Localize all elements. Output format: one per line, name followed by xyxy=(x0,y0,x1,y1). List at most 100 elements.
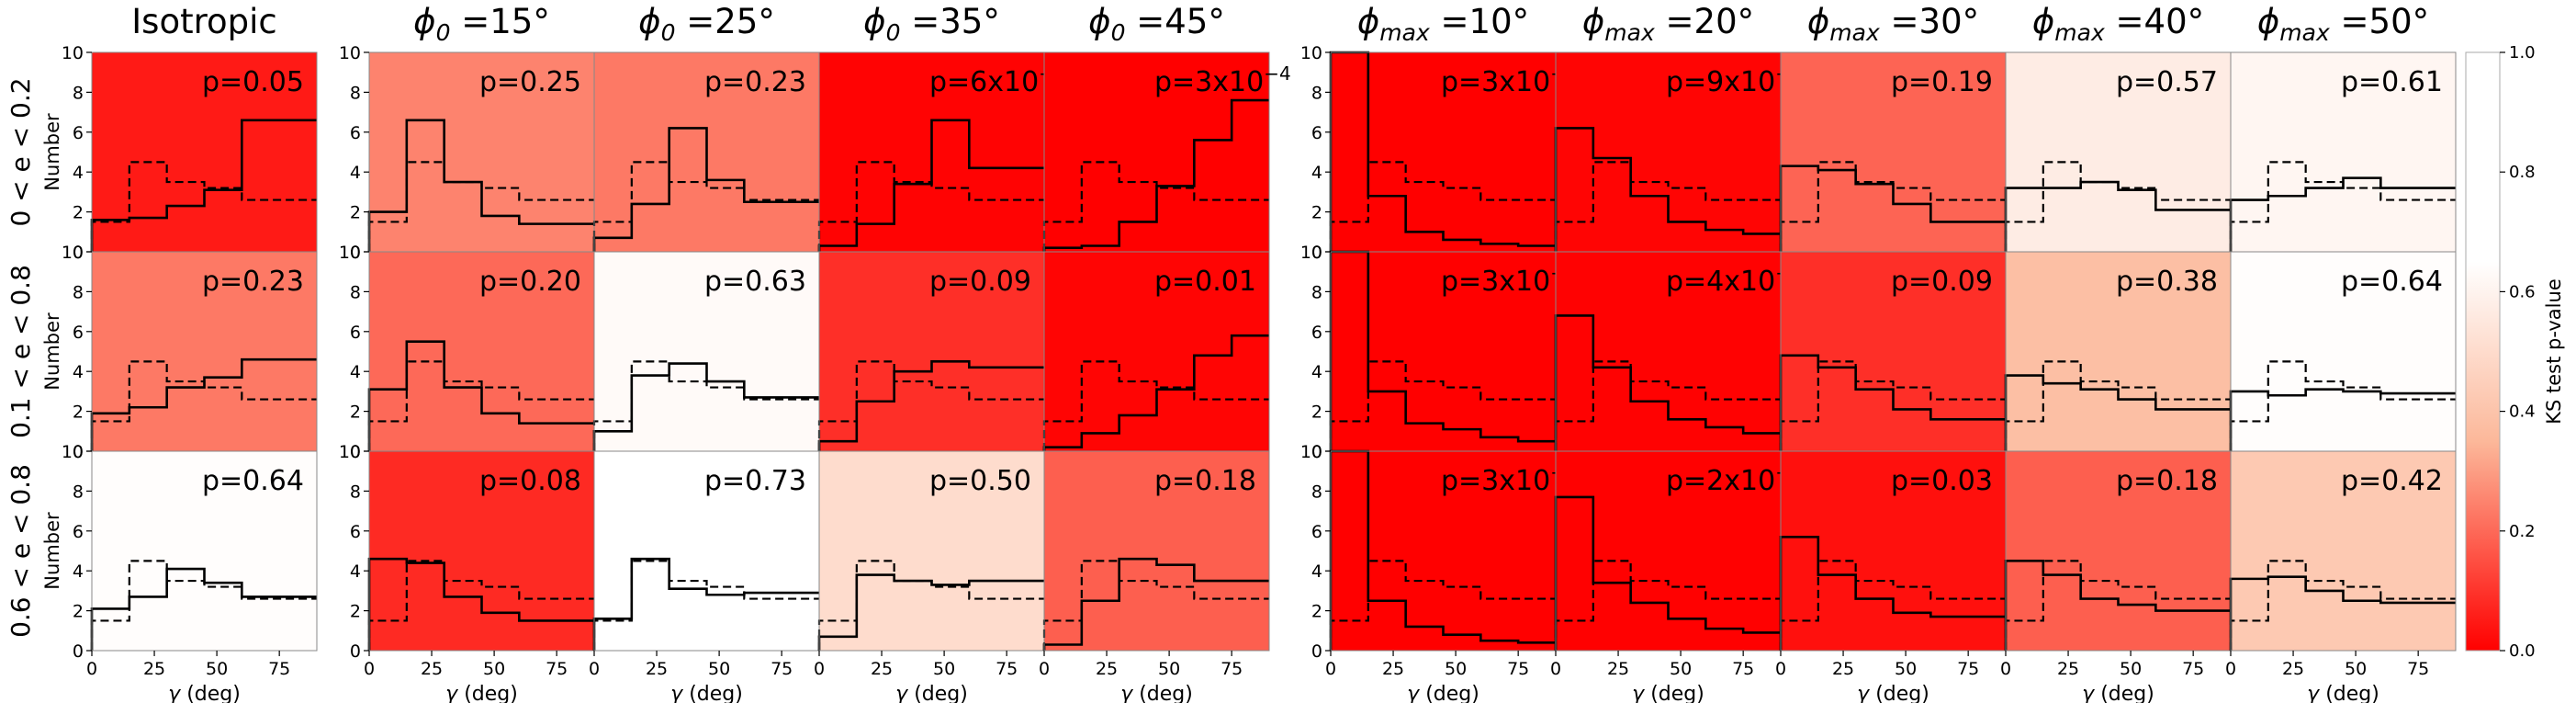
y-tick-label: 4 xyxy=(73,362,84,382)
model-histogram xyxy=(367,119,594,252)
y-tick-label: 0 xyxy=(1311,243,1322,263)
panel-r0-c9: p=0.61 xyxy=(2229,51,2457,253)
panel-r2-c7: p=0.03 0 25 50 75 γ (deg) xyxy=(1775,450,2007,703)
reference-histogram xyxy=(1779,161,2006,252)
colorbar-gradient xyxy=(2465,51,2501,652)
x-axis-label: γ (deg) xyxy=(670,683,743,703)
model-histogram xyxy=(1554,495,1781,651)
panel-r2-c9: p=0.42 0 25 50 75 γ (deg) xyxy=(2225,450,2457,703)
model-histogram xyxy=(817,119,1044,252)
x-tick-label: 50 xyxy=(708,659,730,679)
model-histogram xyxy=(2004,374,2231,451)
y-tick-label: 8 xyxy=(73,482,84,502)
panel-frame xyxy=(2230,450,2457,652)
panel-r1-c3: p=0.09 xyxy=(817,251,1045,452)
y-tick-label: 2 xyxy=(350,403,361,423)
y-tick-label: 8 xyxy=(350,482,361,502)
model-histogram xyxy=(2229,388,2456,451)
reference-histogram xyxy=(592,360,819,451)
p-value-label: p=0.20 xyxy=(479,266,581,298)
model-histogram xyxy=(1554,127,1781,252)
column-title-7: ϕmax =30° xyxy=(1807,2,1979,46)
x-tick-label: 0 xyxy=(1550,659,1561,679)
x-tick-label: 50 xyxy=(2345,659,2367,679)
x-tick-label: 0 xyxy=(814,659,825,679)
p-value-label: p=0.19 xyxy=(1891,66,1993,98)
panel-r1-c4: p=0.01 xyxy=(1042,251,1270,452)
panel-r1-c1: p=0.20 0 2 4 6 8 10 xyxy=(339,243,595,462)
y-tick-label: 6 xyxy=(1311,323,1322,343)
colorbar: 0.0 0.2 0.4 0.6 0.8 1.0 KS test p-value xyxy=(2465,43,2565,661)
x-axis-label: γ (deg) xyxy=(1632,683,1704,703)
model-histogram xyxy=(592,557,819,651)
panel-r0-c2: p=0.23 xyxy=(592,51,820,253)
colorbar-label: KS test p-value xyxy=(2543,278,2565,424)
y-tick-label: 2 xyxy=(1311,403,1322,423)
x-tick-label: 0 xyxy=(1039,659,1050,679)
panel-r0-c6: p=9x10−3 xyxy=(1554,51,1803,253)
y-tick-label: 6 xyxy=(350,123,361,143)
reference-histogram xyxy=(90,560,317,651)
x-axis-label: γ (deg) xyxy=(445,683,518,703)
y-tick-label: 6 xyxy=(73,323,84,343)
y-tick-label: 6 xyxy=(1311,123,1322,143)
y-tick-label: 0 xyxy=(1311,442,1322,462)
colorbar-tick-label: 0.0 xyxy=(2509,641,2536,661)
model-histogram xyxy=(1779,354,2006,451)
reference-histogram xyxy=(367,360,594,451)
x-tick-label: 25 xyxy=(1096,659,1118,679)
reference-histogram xyxy=(2229,161,2456,252)
reference-histogram xyxy=(1554,560,1781,651)
y-tick-label: 0 xyxy=(350,442,361,462)
model-histogram xyxy=(1779,536,2006,651)
x-tick-label: 50 xyxy=(2120,659,2142,679)
reference-histogram xyxy=(90,360,317,451)
x-tick-label: 0 xyxy=(589,659,600,679)
column-title-5: ϕmax =10° xyxy=(1357,2,1529,46)
p-value-label: p=0.38 xyxy=(2116,266,2218,298)
model-histogram xyxy=(817,360,1044,451)
x-axis-label: γ (deg) xyxy=(168,683,241,703)
column-title-1: ϕ0 =15° xyxy=(413,2,550,46)
x-axis-label: γ (deg) xyxy=(2307,683,2379,703)
panel-r2-c8: p=0.18 0 25 50 75 γ (deg) xyxy=(2000,450,2232,703)
p-value-label: p=0.01 xyxy=(1154,266,1256,298)
model-histogram xyxy=(367,557,594,651)
p-value-label: p=0.23 xyxy=(704,66,806,98)
y-tick-label: 8 xyxy=(1311,83,1322,103)
y-tick-label: 0 xyxy=(73,641,84,662)
model-histogram xyxy=(592,127,819,252)
column-title-2: ϕ0 =25° xyxy=(638,2,775,46)
x-tick-label: 75 xyxy=(996,659,1018,679)
x-axis-label: γ (deg) xyxy=(1857,683,1929,703)
colorbar-tick-label: 0.2 xyxy=(2509,522,2536,541)
p-value-label: p=3x10−4 xyxy=(1154,62,1291,98)
y-tick-label: 4 xyxy=(1311,163,1322,183)
panel-r0-c5: p=3x10−60246810 xyxy=(1300,43,1578,263)
reference-histogram xyxy=(367,161,594,252)
p-value-label: p=0.57 xyxy=(2116,66,2218,98)
x-tick-label: 0 xyxy=(2000,659,2011,679)
model-histogram xyxy=(2229,176,2456,252)
x-axis-label: γ (deg) xyxy=(2082,683,2154,703)
panel-r0-c3: p=6x10−3 xyxy=(817,51,1066,253)
reference-histogram xyxy=(592,161,819,252)
x-tick-label: 25 xyxy=(2057,659,2079,679)
colorbar-tick-label: 0.8 xyxy=(2509,163,2536,182)
y-tick-label: 2 xyxy=(350,602,361,622)
reference-histogram xyxy=(367,560,594,651)
p-value-label: p=0.09 xyxy=(929,266,1031,298)
reference-histogram xyxy=(1554,161,1781,252)
model-histogram xyxy=(90,567,317,651)
panel-r1-c2: p=0.63 xyxy=(592,251,820,452)
panel-r1-c5: p=3x10−60246810 xyxy=(1300,243,1578,462)
x-axis-label: γ (deg) xyxy=(1120,683,1193,703)
model-histogram xyxy=(90,119,317,252)
x-tick-label: 75 xyxy=(1221,659,1243,679)
y-tick-label: 6 xyxy=(350,323,361,343)
panel-r1-c8: p=0.38 xyxy=(2004,251,2232,452)
y-tick-label: 2 xyxy=(73,403,84,423)
column-title-8: ϕmax =40° xyxy=(2032,2,2204,46)
x-tick-label: 50 xyxy=(483,659,505,679)
